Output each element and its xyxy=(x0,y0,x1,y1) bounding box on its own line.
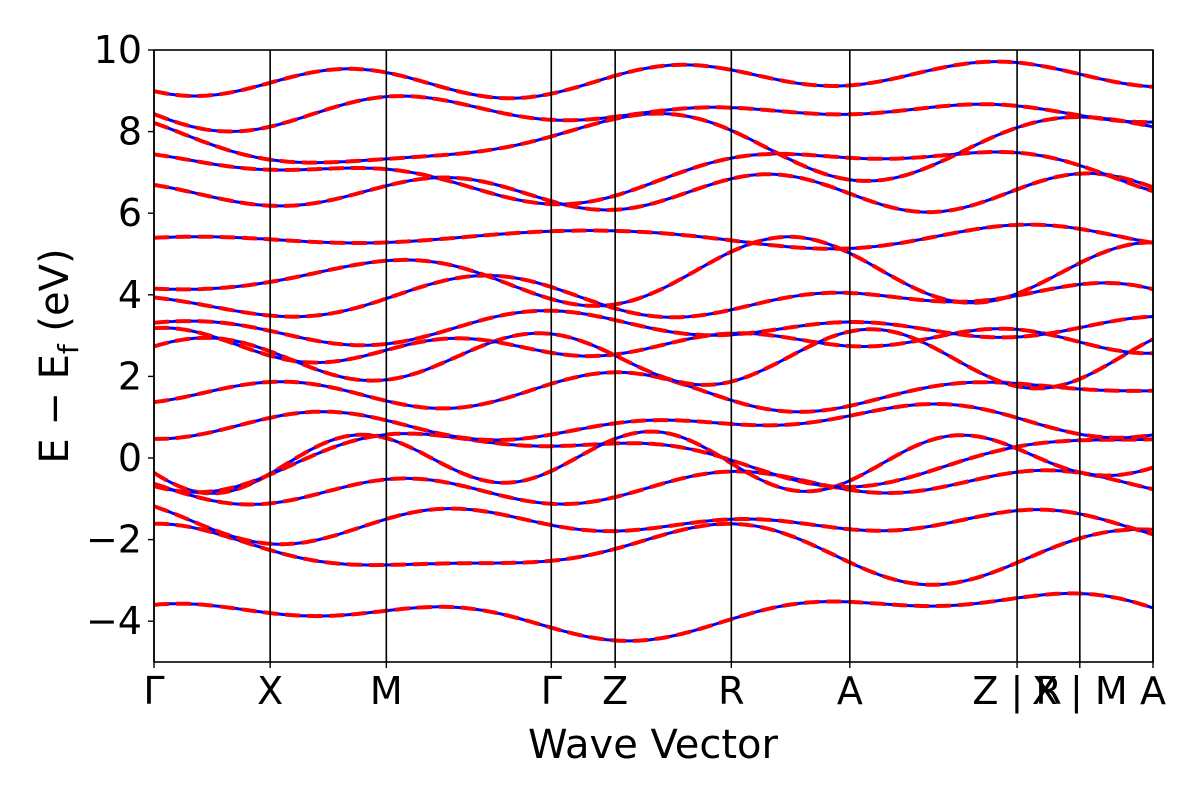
x-tick-label: M xyxy=(370,669,403,713)
x-tick-label: X xyxy=(257,669,283,713)
y-tick-label: −4 xyxy=(86,599,142,643)
x-tick-label: X | M xyxy=(1032,669,1128,714)
band-line-red-dashed xyxy=(153,468,1154,507)
plot-frame xyxy=(153,49,1154,663)
band-line-red-dashed xyxy=(153,222,1154,251)
x-tick-label: A xyxy=(1140,669,1166,713)
band-line-red-dashed xyxy=(153,111,1154,183)
band-line-red-dashed xyxy=(153,234,1153,308)
y-tick-label: 8 xyxy=(118,110,142,154)
x-tick-label: Γ xyxy=(541,669,562,713)
band-line-red-dashed xyxy=(153,308,1154,348)
y-tick-label: 4 xyxy=(118,273,142,317)
x-tick-label: Z | R xyxy=(972,669,1061,714)
y-axis-label: E − Ef (eV) xyxy=(32,248,85,463)
band-line-blue xyxy=(154,522,1154,587)
y-tick-label: 10 xyxy=(94,28,142,72)
y-axis-label-subscript: f xyxy=(52,343,85,354)
band-line-red-dashed xyxy=(153,59,1154,101)
x-tick-label: R xyxy=(718,669,744,713)
x-tick-label: A xyxy=(837,669,863,713)
band-line-red-dashed xyxy=(153,150,1154,207)
band-line-red-dashed xyxy=(153,591,1154,643)
y-tick-label: 6 xyxy=(118,191,142,235)
band-line-red-dashed xyxy=(153,171,1154,215)
band-line-red-dashed xyxy=(153,94,1154,134)
band-line-red-dashed xyxy=(153,431,1154,495)
y-tick-label: 0 xyxy=(118,436,142,480)
band-line-blue xyxy=(153,430,1154,495)
band-line-red-dashed xyxy=(154,521,1154,587)
y-axis-label-main: E − E xyxy=(32,354,78,464)
band-line-red-dashed xyxy=(153,325,1154,365)
band-line-red-dashed xyxy=(153,504,1154,547)
y-axis-ticks: −4 −2 0 2 4 6 8 10 xyxy=(86,28,154,643)
y-tick-label: −2 xyxy=(86,518,142,562)
x-tick-label: Γ xyxy=(143,669,164,713)
band-lines xyxy=(152,59,1154,643)
x-axis-label: Wave Vector xyxy=(528,722,779,768)
band-line-blue xyxy=(153,223,1154,251)
band-line-red-dashed xyxy=(154,402,1154,442)
x-tick-label: Z xyxy=(602,669,628,713)
y-tick-label: 2 xyxy=(118,354,142,398)
band-line-red-dashed xyxy=(152,429,1154,496)
band-line-blue xyxy=(153,235,1153,308)
band-line-red-dashed xyxy=(153,370,1153,414)
y-axis-label-unit: (eV) xyxy=(32,248,78,344)
band-line-blue xyxy=(153,327,1154,390)
